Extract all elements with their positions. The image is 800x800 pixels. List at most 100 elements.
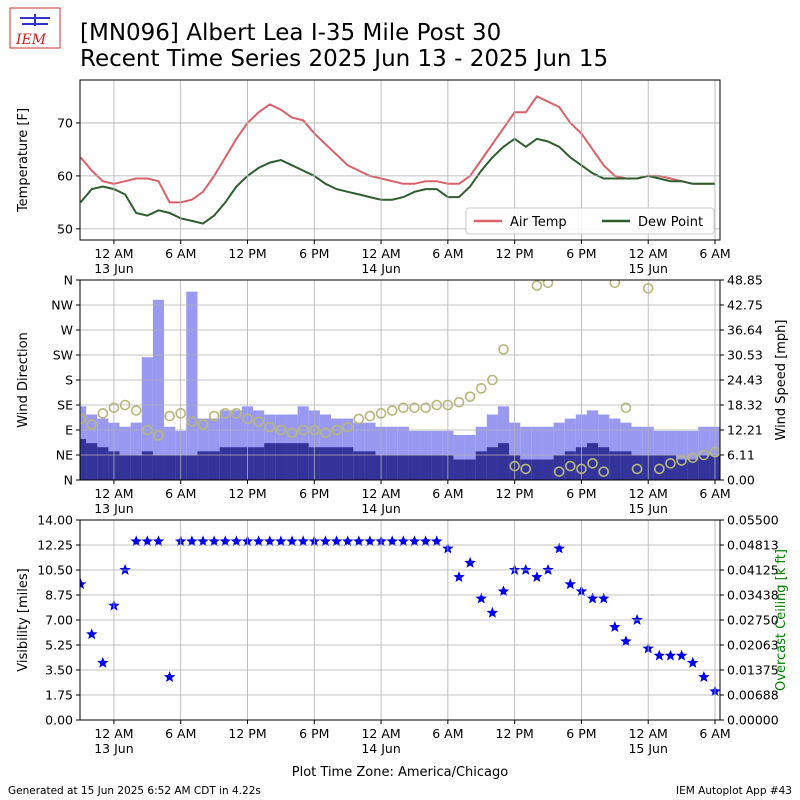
star-point bbox=[353, 535, 365, 547]
bar bbox=[653, 455, 665, 480]
y-axis-label: Wind Direction bbox=[16, 332, 31, 428]
y2-tick-label: 6.11 bbox=[727, 447, 755, 462]
y2-tick-label: 18.32 bbox=[727, 397, 763, 412]
bar bbox=[687, 430, 699, 480]
bar bbox=[130, 422, 142, 480]
x-tick-label: 12 AM 15 Jun bbox=[628, 246, 667, 276]
y-tick-label: E bbox=[65, 423, 73, 438]
point bbox=[409, 402, 420, 414]
bar bbox=[219, 447, 231, 480]
x-tick-label: 12 PM bbox=[228, 246, 266, 261]
star-point bbox=[219, 535, 231, 547]
bar bbox=[330, 447, 343, 480]
star-point bbox=[264, 535, 276, 547]
bar bbox=[531, 459, 543, 480]
point bbox=[453, 396, 465, 408]
point bbox=[687, 452, 699, 464]
plot-area bbox=[80, 95, 715, 225]
y-tick-label: 1.75 bbox=[45, 688, 73, 703]
point bbox=[464, 391, 476, 402]
point bbox=[587, 458, 598, 469]
star-point bbox=[553, 542, 565, 554]
star-point bbox=[609, 621, 621, 632]
line bbox=[80, 137, 715, 225]
x-tick-label: 6 PM bbox=[299, 246, 329, 261]
x-tick-label: 6 PM bbox=[566, 726, 596, 741]
point bbox=[654, 463, 665, 475]
y-tick-label: SE bbox=[57, 398, 73, 413]
star-point bbox=[319, 535, 332, 547]
point bbox=[386, 405, 398, 416]
star-point bbox=[564, 578, 576, 590]
x-tick-label: 6 AM bbox=[432, 246, 463, 261]
bar bbox=[164, 426, 176, 480]
point bbox=[97, 408, 109, 419]
bar bbox=[364, 422, 376, 480]
point bbox=[286, 427, 298, 439]
star-point bbox=[419, 535, 432, 547]
y-tick-label: NW bbox=[51, 298, 73, 313]
point bbox=[164, 410, 175, 422]
star-point bbox=[653, 649, 665, 661]
point bbox=[609, 280, 621, 289]
bar bbox=[687, 459, 699, 480]
bar bbox=[620, 422, 632, 480]
x-tick-label: 12 AM 13 Jun bbox=[94, 486, 133, 516]
bar bbox=[542, 426, 554, 480]
star-point bbox=[631, 614, 643, 625]
star-point bbox=[408, 535, 421, 547]
legend-box bbox=[465, 207, 715, 235]
x-tick-label: 12 PM bbox=[228, 486, 266, 501]
star-point bbox=[497, 585, 510, 597]
point bbox=[342, 421, 353, 433]
bar bbox=[464, 459, 476, 480]
x-tick-label: 12 PM bbox=[496, 726, 534, 741]
plot-frame bbox=[79, 279, 721, 481]
bar bbox=[598, 447, 610, 480]
y-tick-label: 7.00 bbox=[45, 613, 73, 628]
star-point bbox=[152, 535, 165, 547]
legend-label: Dew Point bbox=[638, 215, 703, 230]
point bbox=[598, 466, 609, 477]
y2-tick-label: 12.21 bbox=[727, 423, 763, 438]
y2-tick-label: 24.43 bbox=[727, 372, 763, 387]
star-point bbox=[531, 571, 543, 582]
point bbox=[553, 466, 565, 477]
star-point bbox=[598, 592, 610, 604]
y-tick-label: 14.00 bbox=[37, 513, 73, 528]
y2-tick-label: 0.02750 bbox=[727, 613, 779, 628]
star-point bbox=[397, 535, 409, 547]
legend-label: Air Temp bbox=[510, 215, 567, 230]
logo-text: IEM bbox=[15, 32, 47, 48]
star-point bbox=[230, 535, 243, 547]
bar bbox=[86, 443, 98, 480]
point bbox=[231, 408, 242, 419]
bar bbox=[286, 443, 298, 480]
bar bbox=[586, 443, 599, 480]
y2-tick-label: 0.02063 bbox=[727, 638, 779, 653]
x-tick-label: 6 AM bbox=[165, 726, 196, 741]
x-tick-label: 12 AM 14 Jun bbox=[361, 486, 400, 516]
bar bbox=[353, 422, 365, 480]
subtitle: Recent Time Series 2025 Jun 13 - 2025 Ju… bbox=[80, 46, 608, 72]
y-tick-label: 5.25 bbox=[45, 638, 73, 653]
bar bbox=[520, 459, 532, 480]
star-point bbox=[275, 535, 287, 547]
x-tick-label: 6 AM bbox=[165, 246, 196, 261]
star-point bbox=[620, 635, 632, 647]
point bbox=[130, 405, 142, 416]
star-point bbox=[80, 578, 87, 590]
bar bbox=[408, 455, 421, 480]
star-point bbox=[431, 535, 443, 547]
y2-tick-label: 0.00 bbox=[727, 473, 755, 488]
x-tick-label: 6 PM bbox=[566, 246, 596, 261]
bar bbox=[253, 410, 265, 480]
bar bbox=[564, 418, 576, 480]
y-tick-label: S bbox=[65, 373, 73, 388]
bar bbox=[342, 447, 354, 480]
y-tick-label: 3.50 bbox=[45, 663, 73, 678]
y-tick-label: N bbox=[64, 273, 73, 288]
y-tick-label: 70 bbox=[57, 115, 73, 130]
line bbox=[80, 95, 715, 204]
y-tick-label: 50 bbox=[57, 221, 73, 236]
